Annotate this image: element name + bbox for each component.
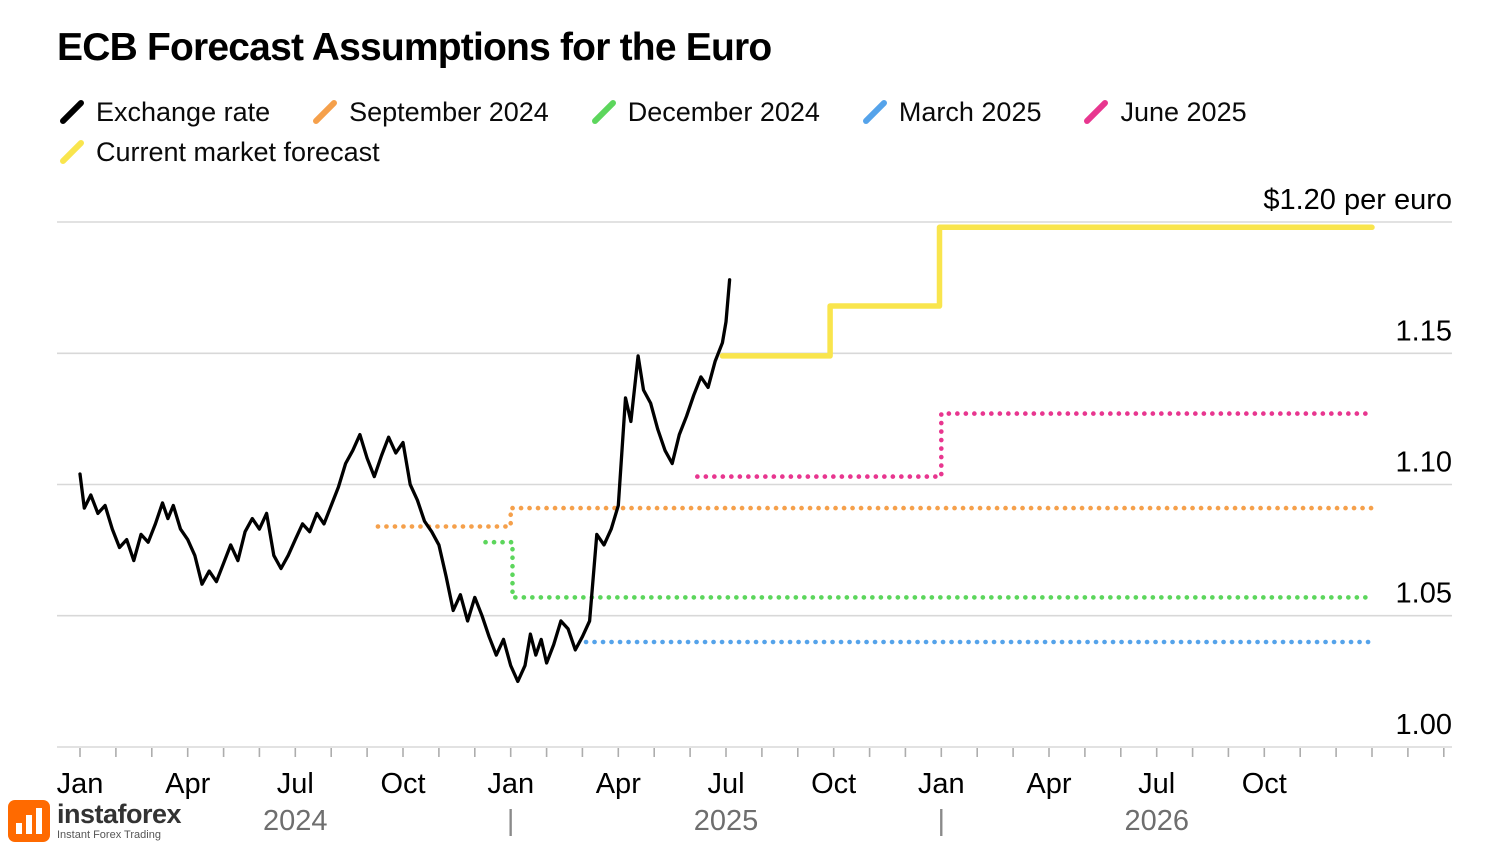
legend-item-december-2024: December 2024 [589, 97, 820, 128]
year-label: 2026 [1124, 805, 1189, 837]
legend-swatch-icon [60, 140, 84, 164]
watermark-tagline: Instant Forex Trading [57, 829, 161, 841]
series-current-market-forecast [719, 224, 1375, 359]
instaforex-logo-icon [8, 800, 50, 842]
x-tick-label: Oct [380, 768, 425, 800]
x-tick-label: Apr [165, 768, 210, 800]
legend-item-label: December 2024 [627, 96, 820, 127]
year-label: 2025 [694, 805, 759, 837]
y-tick-label: 1.00 [1396, 709, 1452, 741]
year-label: 2024 [263, 805, 328, 837]
watermark-text: instaforex Instant Forex Trading [57, 799, 182, 841]
series-december-2024 [483, 539, 1375, 600]
y-tick-label: 1.10 [1396, 447, 1452, 479]
x-tick-label: Oct [811, 768, 856, 800]
y-tick-label: 1.15 [1396, 315, 1452, 347]
legend-item-september-2024: September 2024 [310, 97, 549, 128]
legend-swatch-icon [862, 100, 887, 124]
x-tick-label: Jan [57, 768, 104, 800]
legend-item-label: Current market forecast [96, 136, 380, 167]
x-tick-label: Jul [1138, 768, 1175, 800]
chart-title: ECB Forecast Assumptions for the Euro [57, 26, 772, 69]
year-separator: | [507, 805, 515, 837]
x-axis-labels: Jan Apr Jul Oct Jan Apr Jul Oct Jan Apr Jul Oct [57, 768, 1287, 800]
y-axis-labels: $1.20 per euro 1.15 1.10 1.05 1.00 [1263, 184, 1452, 741]
x-tick-label: Jan [487, 768, 534, 800]
y-tick-label: 1.05 [1396, 578, 1452, 610]
series-exchange-rate [78, 278, 732, 684]
year-labels: 2024 2025 2026 | | [263, 805, 1189, 837]
watermark-brand: instaforex [57, 799, 182, 829]
legend-row: Exchange rate September 2024 December 2024… [57, 92, 1287, 132]
legend-item-june-2025: June 2025 [1081, 96, 1247, 128]
legend-swatch-icon [313, 100, 338, 124]
legend-swatch-icon [60, 100, 84, 124]
legend-item-exchange-rate: Exchange rate [57, 97, 270, 128]
legend-item-label: Exchange rate [96, 96, 271, 127]
x-tick-label: Oct [1242, 768, 1287, 800]
legend-item-label: June 2025 [1120, 96, 1247, 127]
legend-item-current-market-forecast: Current market forecast [57, 137, 380, 168]
x-tick-label: Apr [1026, 768, 1071, 800]
x-axis-ticks [79, 748, 1445, 757]
x-tick-label: Jul [277, 768, 314, 800]
legend-item-label: March 2025 [898, 96, 1042, 127]
instaforex-watermark: instaforex Instant Forex Trading [8, 799, 182, 842]
y-tick-label: $1.20 per euro [1263, 184, 1452, 216]
series-june-2025 [695, 411, 1375, 479]
year-separator: | [938, 805, 946, 837]
legend-swatch-icon [591, 100, 616, 124]
legend-row: Current market forecast [57, 132, 1287, 172]
x-tick-label: Jul [707, 768, 744, 800]
series-september-2024 [375, 505, 1375, 529]
legend-item-march-2025: March 2025 [860, 96, 1042, 128]
x-tick-label: Jan [918, 768, 965, 800]
legend: Exchange rate September 2024 December 2024… [57, 92, 1287, 172]
series [78, 224, 1375, 684]
legend-item-label: September 2024 [349, 96, 549, 127]
legend-swatch-icon [1084, 100, 1109, 124]
x-tick-label: Apr [596, 768, 641, 800]
gridlines [57, 221, 1452, 748]
